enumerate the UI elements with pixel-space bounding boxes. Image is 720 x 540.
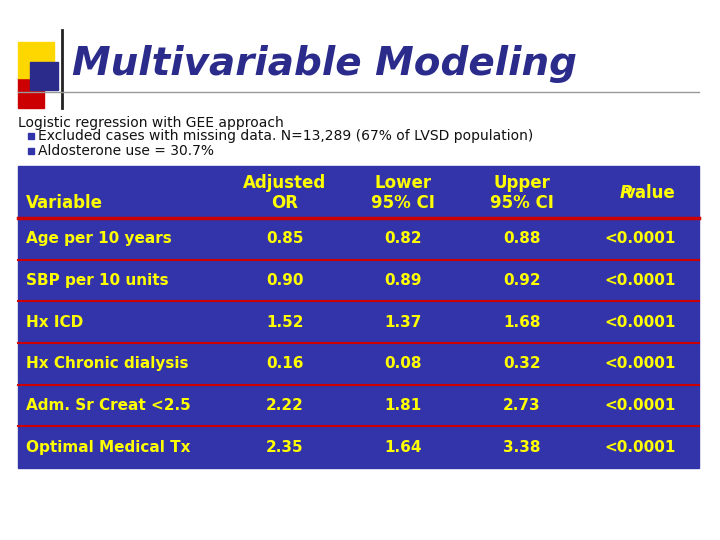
Text: Multivariable Modeling: Multivariable Modeling: [72, 45, 577, 83]
Text: <0.0001: <0.0001: [604, 231, 676, 246]
Bar: [30, 62, 58, 90]
Text: Adm. Sr Creat <2.5: Adm. Sr Creat <2.5: [26, 398, 191, 413]
Text: Variable: Variable: [26, 194, 103, 212]
Text: <0.0001: <0.0001: [604, 315, 676, 329]
Text: 0.08: 0.08: [384, 356, 422, 372]
Text: Aldosterone use = 30.7%: Aldosterone use = 30.7%: [38, 144, 214, 158]
Text: 0.85: 0.85: [266, 231, 304, 246]
Bar: [18, 78, 44, 108]
Text: 1.64: 1.64: [384, 440, 422, 455]
Text: Logistic regression with GEE approach: Logistic regression with GEE approach: [18, 116, 284, 130]
Text: 2.73: 2.73: [503, 398, 541, 413]
Text: 0.82: 0.82: [384, 231, 422, 246]
Text: <0.0001: <0.0001: [604, 398, 676, 413]
Text: OR: OR: [271, 194, 298, 212]
Text: value: value: [625, 184, 675, 202]
Text: <0.0001: <0.0001: [604, 356, 676, 372]
Text: 0.90: 0.90: [266, 273, 304, 288]
Text: 1.52: 1.52: [266, 315, 304, 329]
Text: 1.37: 1.37: [384, 315, 422, 329]
Text: 2.35: 2.35: [266, 440, 304, 455]
Text: 0.32: 0.32: [503, 356, 541, 372]
Text: 2.22: 2.22: [266, 398, 304, 413]
Text: 95% CI: 95% CI: [372, 194, 436, 212]
Text: 3.38: 3.38: [503, 440, 541, 455]
Text: 95% CI: 95% CI: [490, 194, 554, 212]
Text: Hx ICD: Hx ICD: [26, 315, 83, 329]
Text: 1.81: 1.81: [384, 398, 422, 413]
Text: 0.89: 0.89: [384, 273, 422, 288]
Text: 0.16: 0.16: [266, 356, 304, 372]
Text: 0.88: 0.88: [503, 231, 541, 246]
Text: 0.92: 0.92: [503, 273, 541, 288]
Bar: [28, 133, 34, 139]
Text: Adjusted: Adjusted: [243, 174, 327, 192]
Text: Lower: Lower: [374, 174, 432, 192]
Text: <0.0001: <0.0001: [604, 273, 676, 288]
Text: SBP per 10 units: SBP per 10 units: [26, 273, 168, 288]
Text: Excluded cases with missing data. N=13,289 (67% of LVSD population): Excluded cases with missing data. N=13,2…: [38, 129, 533, 143]
Text: P: P: [620, 184, 632, 202]
Text: <0.0001: <0.0001: [604, 440, 676, 455]
Text: Age per 10 years: Age per 10 years: [26, 231, 171, 246]
Text: Optimal Medical Tx: Optimal Medical Tx: [26, 440, 190, 455]
Text: Hx Chronic dialysis: Hx Chronic dialysis: [26, 356, 189, 372]
Bar: [18, 42, 54, 78]
Bar: [18, 166, 699, 468]
Text: 1.68: 1.68: [503, 315, 541, 329]
Text: Upper: Upper: [493, 174, 550, 192]
Bar: [28, 148, 34, 154]
